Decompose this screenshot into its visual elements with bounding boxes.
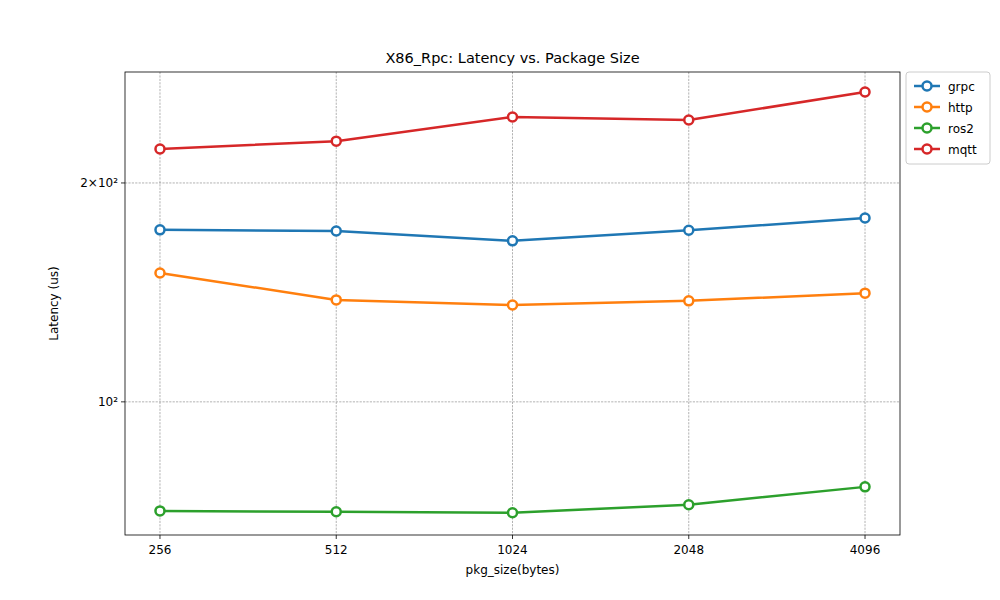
- series-marker: [155, 268, 164, 277]
- x-tick-label: 2048: [673, 543, 704, 557]
- series-marker: [155, 145, 164, 154]
- series-marker: [684, 296, 693, 305]
- grid: [125, 72, 900, 535]
- series-marker: [332, 295, 341, 304]
- series-marker: [861, 289, 870, 298]
- legend-marker: [923, 124, 932, 133]
- y-axis-label: Latency (us): [47, 266, 61, 340]
- series-marker: [684, 116, 693, 125]
- series-marker: [861, 482, 870, 491]
- x-tick: [512, 535, 513, 539]
- legend-label: grpc: [948, 80, 975, 94]
- series-marker: [861, 213, 870, 222]
- x-tick: [865, 535, 866, 539]
- y-tick: [121, 401, 125, 402]
- x-tick: [159, 535, 160, 539]
- y-grid-line: [125, 401, 900, 402]
- x-grid-line: [159, 72, 160, 535]
- plot-frame: [125, 72, 900, 535]
- x-tick-label: 4096: [850, 543, 881, 557]
- series-marker: [508, 236, 517, 245]
- series-marker: [684, 500, 693, 509]
- legend-label: ros2: [948, 122, 974, 136]
- series-marker: [155, 225, 164, 234]
- x-axis-label: pkg_size(bytes): [466, 563, 560, 577]
- series-marker: [861, 87, 870, 96]
- series-marker: [155, 506, 164, 515]
- x-tick: [336, 535, 337, 539]
- legend-label: mqtt: [948, 143, 977, 157]
- chart: 256 512 1024 2048 4096 10² 2×10² X86_Rpc: Laten…: [0, 0, 1000, 600]
- y-grid-line: [125, 182, 900, 183]
- x-tick: [688, 535, 689, 539]
- series-marker: [332, 226, 341, 235]
- x-tick-label: 256: [149, 543, 172, 557]
- plot-data: [155, 87, 869, 517]
- x-grid-line: [865, 72, 866, 535]
- x-tick-label: 512: [325, 543, 348, 557]
- background: [0, 0, 1000, 600]
- legend-box: [906, 72, 990, 164]
- series-marker: [332, 507, 341, 516]
- legend-label: http: [948, 101, 973, 115]
- series-marker: [508, 300, 517, 309]
- series-line: [160, 92, 865, 149]
- legend-marker: [923, 103, 932, 112]
- legend-marker: [923, 82, 932, 91]
- y-tick-label: 10²: [98, 395, 118, 409]
- series-marker: [332, 137, 341, 146]
- y-tick: [121, 182, 125, 183]
- legend: grpc http ros2 mqtt: [906, 72, 990, 164]
- series-marker: [684, 226, 693, 235]
- series-marker: [508, 508, 517, 517]
- series-marker: [508, 112, 517, 121]
- x-tick-label: 1024: [497, 543, 528, 557]
- y-tick-label: 2×10²: [80, 176, 118, 190]
- legend-marker: [923, 145, 932, 154]
- title: X86_Rpc: Latency vs. Package Size: [385, 50, 639, 66]
